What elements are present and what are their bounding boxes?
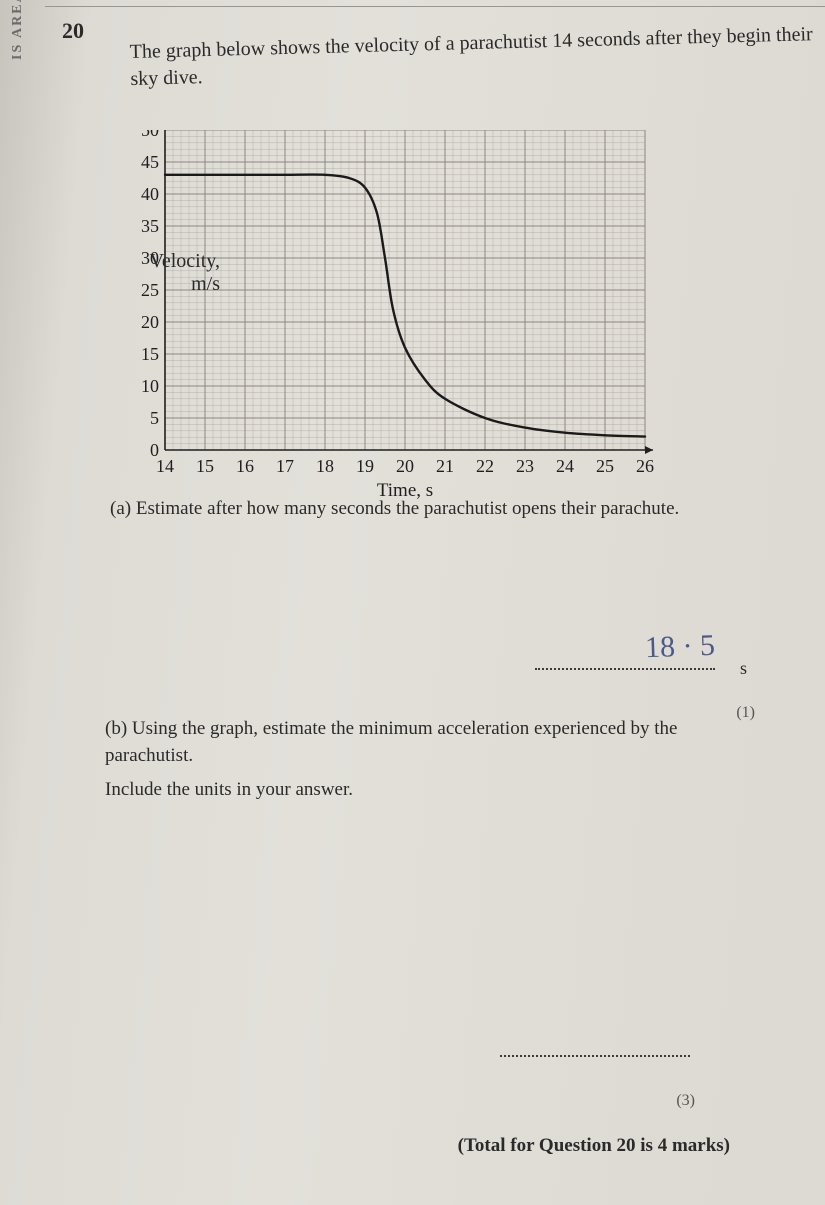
- answer-line-a: [535, 668, 715, 670]
- part-b: (b) Using the graph, estimate the minimu…: [105, 716, 765, 804]
- side-area-label: IS AREA: [10, 0, 26, 60]
- svg-text:45: 45: [141, 152, 159, 172]
- part-b-text2: Include the units in your answer.: [105, 777, 765, 804]
- part-a-text: (a) Estimate after how many seconds the …: [110, 498, 795, 520]
- unit-a: s: [740, 658, 747, 679]
- svg-text:22: 22: [476, 456, 494, 476]
- svg-text:15: 15: [196, 456, 214, 476]
- svg-text:14: 14: [156, 456, 174, 476]
- svg-text:35: 35: [141, 216, 159, 236]
- y-axis-label-line1: Velocity,: [150, 250, 220, 272]
- svg-text:25: 25: [596, 456, 614, 476]
- svg-text:19: 19: [356, 456, 374, 476]
- handwritten-answer-a: 18 · 5: [644, 629, 715, 665]
- marks-b: (3): [676, 1092, 695, 1110]
- svg-text:20: 20: [396, 456, 414, 476]
- chart-svg: 0510152025303540455014151617181920212223…: [120, 130, 680, 510]
- svg-text:16: 16: [236, 456, 254, 476]
- total-marks: (Total for Question 20 is 4 marks): [458, 1135, 730, 1157]
- svg-text:50: 50: [141, 130, 159, 140]
- svg-text:18: 18: [316, 456, 334, 476]
- answer-line-b: [500, 1055, 690, 1057]
- svg-text:21: 21: [436, 456, 454, 476]
- svg-text:26: 26: [636, 456, 654, 476]
- velocity-time-chart: Velocity, m/s 05101520253035404550141516…: [120, 130, 760, 510]
- svg-text:17: 17: [276, 456, 294, 476]
- y-axis-label-line2: m/s: [191, 273, 220, 295]
- question-number: 20: [62, 18, 84, 44]
- part-b-text1: (b) Using the graph, estimate the minimu…: [105, 716, 765, 769]
- question-text: The graph below shows the velocity of a …: [129, 21, 820, 93]
- svg-text:40: 40: [141, 184, 159, 204]
- svg-text:10: 10: [141, 376, 159, 396]
- svg-text:24: 24: [556, 456, 574, 476]
- svg-text:15: 15: [141, 344, 159, 364]
- y-axis-label: Velocity, m/s: [120, 250, 220, 296]
- svg-text:20: 20: [141, 312, 159, 332]
- svg-text:23: 23: [516, 456, 534, 476]
- svg-text:5: 5: [150, 408, 159, 428]
